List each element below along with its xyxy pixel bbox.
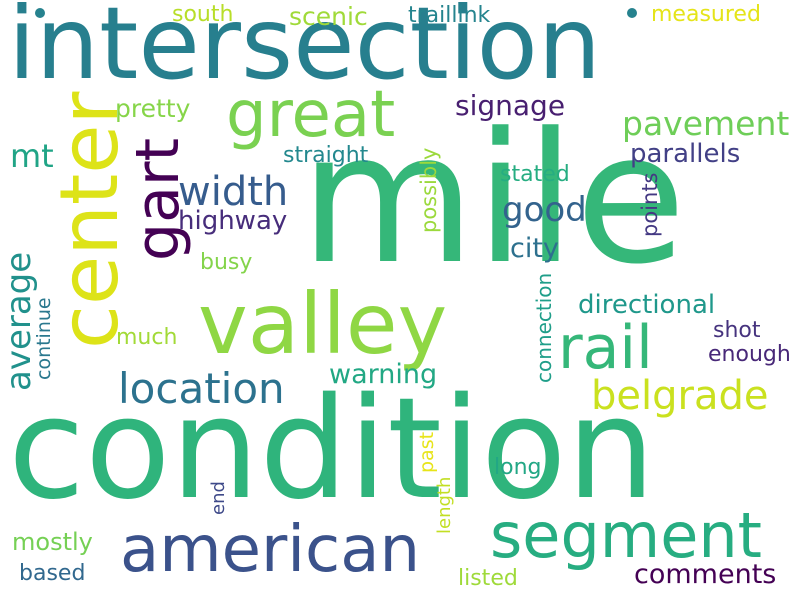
word-parallels: parallels [630,139,741,169]
word-belgrade: belgrade [591,373,769,419]
dot-top-right [627,8,637,18]
word-comments: comments [634,559,777,590]
word-possibly: possibly [417,147,441,234]
word-american: american [120,513,420,587]
word-continue: continue [33,297,55,380]
word-shot: shot [713,318,761,343]
word-pretty: pretty [115,94,191,123]
word-pavement: pavement [622,104,790,143]
word-connection: connection [532,272,556,383]
word-measured: measured [651,2,761,27]
word-city: city [510,233,559,264]
word-directional: directional [578,290,716,320]
dot-top-left [35,8,45,18]
word-rail: rail [558,313,653,383]
word-segment: segment [490,499,762,572]
word-width: width [178,169,289,215]
word-traillink: traillink [408,3,491,28]
word-average: average [0,251,39,391]
word-past: past [416,431,438,473]
word-south: south [172,2,234,27]
word-condition: condition [8,368,656,531]
word-location: location [118,364,285,413]
word-based: based [19,561,86,586]
word-intersection: intersection [8,0,602,102]
word-listed: listed [458,566,518,591]
word-mostly: mostly [12,528,93,556]
word-mile: mile [300,95,687,304]
word-center: center [43,91,136,349]
word-stated: stated [500,162,570,187]
word-much: much [116,325,178,350]
word-length: length [434,476,455,534]
word-signage: signage [455,89,566,122]
word-straight: straight [283,143,369,168]
word-busy: busy [200,250,253,275]
word-end: end [208,481,229,515]
word-mt: mt [10,137,54,175]
word-long: long [494,455,542,480]
word-enough: enough [708,342,791,367]
word-good: good [502,190,587,230]
word-warning: warning [329,359,438,390]
word-scenic: scenic [289,2,368,31]
word-valley: valley [198,275,448,373]
word-great: great [226,78,396,152]
word-points: points [638,172,662,238]
word-highway: highway [178,206,288,236]
